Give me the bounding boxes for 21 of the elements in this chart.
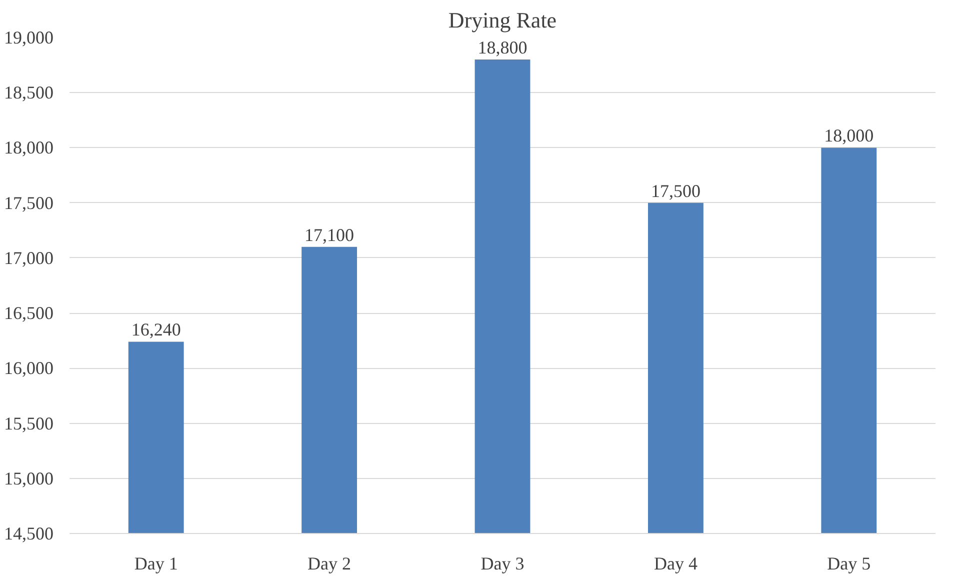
x-tick-label: Day 5: [827, 554, 871, 574]
y-tick-label: 15,000: [4, 468, 54, 488]
x-tick-label: Day 3: [480, 554, 524, 574]
x-tick-label: Day 1: [134, 554, 178, 574]
data-label: 17,500: [650, 180, 700, 201]
y-tick-label: 17,000: [4, 248, 54, 268]
y-tick-label: 19,000: [4, 28, 54, 48]
x-tick-label: Day 4: [654, 554, 698, 574]
y-tick-label: 16,000: [4, 358, 54, 378]
data-label: 18,800: [478, 38, 528, 58]
x-tick-label: Day 2: [308, 554, 352, 574]
data-label: 18,000: [824, 126, 874, 146]
data-label: 17,100: [304, 224, 354, 245]
data-label: 16,240: [131, 320, 181, 340]
y-tick-label: 17,500: [4, 192, 54, 213]
y-tick-label: 15,500: [4, 413, 54, 434]
y-tick-label: 16,500: [4, 303, 54, 324]
y-tick-label: 18,000: [4, 138, 54, 158]
chart-title: Drying Rate: [448, 8, 557, 32]
y-tick-label: 14,500: [4, 524, 54, 544]
y-tick-label: 18,500: [4, 82, 54, 103]
